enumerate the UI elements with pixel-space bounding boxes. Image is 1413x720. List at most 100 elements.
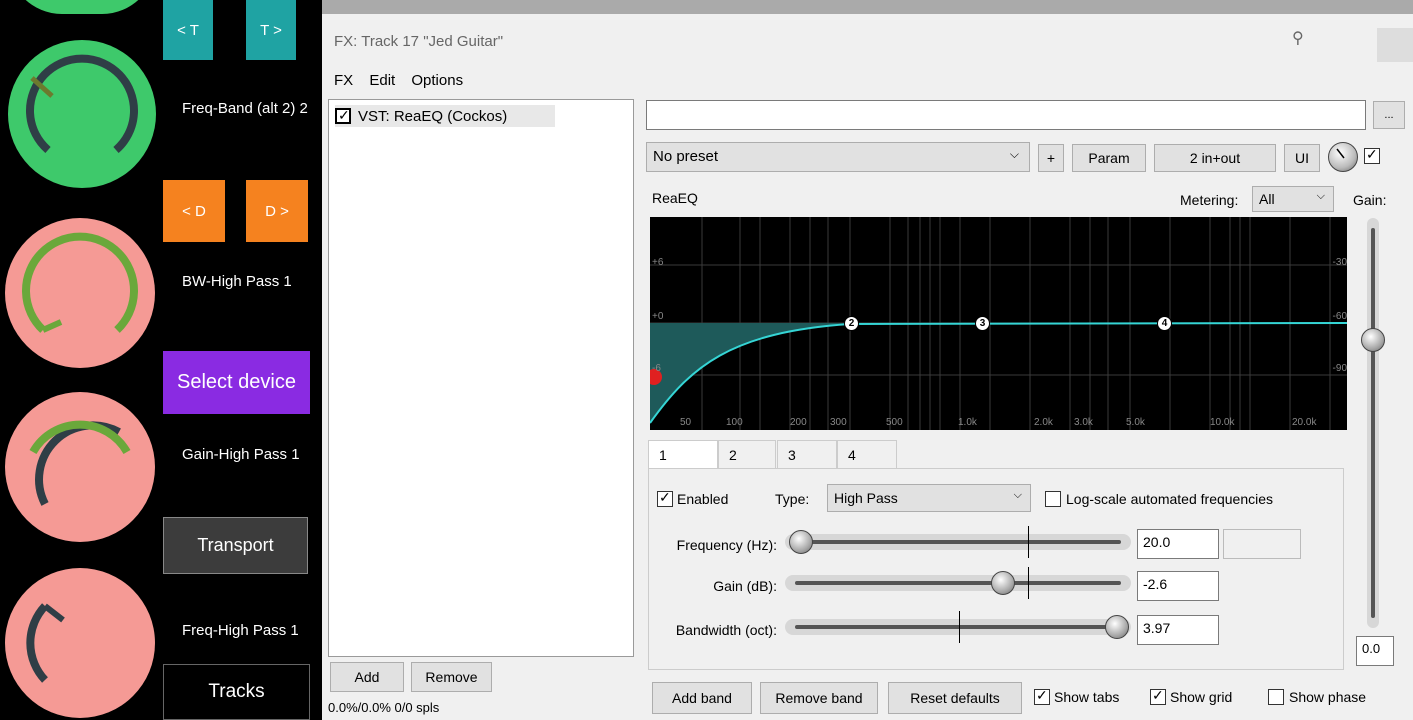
window-title: FX: Track 17 "Jed Guitar" bbox=[334, 33, 504, 50]
bandwidth-label: Bandwidth (oct): bbox=[675, 622, 777, 638]
type-dropdown[interactable]: High Pass ⌵ bbox=[827, 484, 1031, 512]
knob-freq-band-top[interactable] bbox=[8, 0, 156, 14]
freq-label: 1.0k bbox=[958, 417, 977, 428]
knob-gain-high-pass[interactable] bbox=[5, 392, 155, 542]
next-track-button[interactable]: T > bbox=[246, 0, 296, 60]
metering-dropdown[interactable]: All ⌵ bbox=[1252, 186, 1334, 212]
fx-bypass-checkbox[interactable] bbox=[1364, 146, 1380, 164]
show-grid-checkbox[interactable] bbox=[1150, 687, 1166, 705]
meter-label: -90 bbox=[1332, 363, 1347, 374]
transport-button[interactable]: Transport bbox=[163, 517, 308, 574]
reset-defaults-button[interactable]: Reset defaults bbox=[888, 682, 1022, 714]
knob-bw-high-pass[interactable] bbox=[5, 218, 155, 368]
slider-thumb[interactable] bbox=[1361, 328, 1385, 352]
frequency-slider[interactable] bbox=[785, 526, 1131, 558]
knob-arc bbox=[29, 420, 131, 506]
menu-options[interactable]: Options bbox=[411, 72, 464, 89]
gain-high-pass-label: Gain-High Pass 1 bbox=[182, 446, 300, 463]
type-label: Type: bbox=[775, 491, 810, 507]
eq-response-fill bbox=[650, 323, 1347, 430]
gain-slider[interactable] bbox=[785, 567, 1131, 599]
enabled-checkbox[interactable] bbox=[657, 489, 673, 507]
close-button[interactable] bbox=[1377, 28, 1413, 62]
bw-high-pass-label: BW-High Pass 1 bbox=[182, 273, 292, 290]
remove-band-button[interactable]: Remove band bbox=[760, 682, 878, 714]
freq-label: 50 bbox=[680, 417, 692, 428]
ui-button[interactable]: UI bbox=[1284, 144, 1320, 172]
select-device-button[interactable]: Select device bbox=[163, 351, 310, 414]
show-grid-row[interactable]: Show grid bbox=[1150, 687, 1233, 705]
slider-thumb[interactable] bbox=[789, 530, 813, 554]
gain-db-label: Gain (dB): bbox=[713, 578, 777, 594]
param-button[interactable]: Param bbox=[1072, 144, 1146, 172]
freq-label: 5.0k bbox=[1126, 417, 1145, 428]
tab-band-2[interactable]: 2 bbox=[718, 440, 776, 468]
knob-freq-high-pass[interactable] bbox=[5, 568, 155, 718]
chevron-down-icon: ⌵ bbox=[1316, 190, 1325, 202]
band-1-node[interactable] bbox=[650, 369, 662, 385]
remove-fx-button[interactable]: Remove bbox=[411, 662, 492, 692]
io-routing-button[interactable]: 2 in+out bbox=[1154, 144, 1276, 172]
slider-thumb[interactable] bbox=[991, 571, 1016, 595]
bandwidth-slider[interactable] bbox=[785, 611, 1131, 643]
fx-window: FX: Track 17 "Jed Guitar" ⚲ FX Edit Opti… bbox=[322, 0, 1413, 720]
output-gain-field[interactable]: 0.0 bbox=[1356, 636, 1394, 666]
menu-edit[interactable]: Edit bbox=[369, 72, 396, 89]
freq-label: 300 bbox=[830, 417, 847, 428]
freq-label: 20.0k bbox=[1292, 417, 1317, 428]
log-scale-checkbox[interactable] bbox=[1045, 491, 1061, 507]
fx-enabled-checkbox[interactable] bbox=[335, 107, 351, 124]
output-gain-slider[interactable] bbox=[1358, 218, 1388, 628]
prev-device-button[interactable]: < D bbox=[163, 180, 225, 242]
prev-track-button[interactable]: < T bbox=[163, 0, 213, 60]
show-grid-label: Show grid bbox=[1170, 689, 1233, 705]
slider-line bbox=[795, 581, 1121, 585]
add-band-button[interactable]: Add band bbox=[652, 682, 752, 714]
enabled-checkbox-row[interactable]: Enabled bbox=[657, 489, 729, 507]
freq-label: 200 bbox=[790, 417, 807, 428]
band-3-node[interactable]: 3 bbox=[975, 316, 990, 331]
log-scale-checkbox-row[interactable]: Log-scale automated frequencies bbox=[1045, 491, 1273, 507]
enabled-label: Enabled bbox=[677, 491, 729, 507]
band-4-node[interactable]: 4 bbox=[1157, 316, 1172, 331]
show-phase-row[interactable]: Show phase bbox=[1268, 689, 1366, 705]
menu-bar: FX Edit Options bbox=[334, 72, 475, 89]
knob-freq-band[interactable] bbox=[8, 40, 156, 188]
metering-value: All bbox=[1259, 191, 1275, 207]
tracks-button[interactable]: Tracks bbox=[163, 664, 310, 720]
frequency-unit-field[interactable] bbox=[1223, 529, 1301, 559]
slider-thumb[interactable] bbox=[1105, 615, 1129, 639]
tab-band-1[interactable]: 1 bbox=[648, 440, 718, 468]
preset-dropdown[interactable]: No preset ⌵ bbox=[646, 142, 1030, 172]
slider-default-tick bbox=[1028, 567, 1029, 599]
slider-default-tick bbox=[1028, 526, 1029, 558]
add-fx-button[interactable]: Add bbox=[330, 662, 404, 692]
browse-button[interactable]: ... bbox=[1373, 101, 1405, 129]
show-tabs-checkbox[interactable] bbox=[1034, 687, 1050, 705]
frequency-field[interactable]: 20.0 bbox=[1137, 529, 1219, 559]
next-device-button[interactable]: D > bbox=[246, 180, 308, 242]
tab-band-3[interactable]: 3 bbox=[777, 440, 837, 468]
fx-list-item[interactable]: VST: ReaEQ (Cockos) bbox=[335, 105, 555, 127]
db-label: +6 bbox=[652, 257, 664, 268]
tab-band-4[interactable]: 4 bbox=[837, 440, 897, 468]
gain-db-field[interactable]: -2.6 bbox=[1137, 571, 1219, 601]
show-phase-checkbox[interactable] bbox=[1268, 689, 1284, 705]
show-tabs-row[interactable]: Show tabs bbox=[1034, 687, 1119, 705]
slider-line bbox=[795, 540, 1121, 544]
knob-pointer bbox=[1336, 148, 1345, 159]
band-2-node[interactable]: 2 bbox=[844, 316, 859, 331]
frequency-label: Frequency (Hz): bbox=[676, 537, 777, 553]
eq-graph[interactable]: +6 +0 -6 -30 -60 -90 50 100 200 300 500 … bbox=[650, 217, 1347, 430]
fx-name-field[interactable] bbox=[646, 100, 1366, 130]
fx-chain-list[interactable]: VST: ReaEQ (Cockos) bbox=[328, 99, 634, 657]
add-preset-button[interactable]: + bbox=[1038, 144, 1064, 172]
band-panel: Enabled Type: High Pass ⌵ Log-scale auto… bbox=[648, 468, 1344, 670]
menu-fx[interactable]: FX bbox=[334, 72, 354, 89]
bandwidth-field[interactable]: 3.97 bbox=[1137, 615, 1219, 645]
pin-icon[interactable]: ⚲ bbox=[1292, 30, 1304, 47]
eq-response-curve bbox=[650, 322, 1347, 424]
fx-item-label: VST: ReaEQ (Cockos) bbox=[358, 107, 508, 125]
db-label: -6 bbox=[652, 363, 661, 374]
wet-knob-icon[interactable] bbox=[1328, 142, 1358, 172]
